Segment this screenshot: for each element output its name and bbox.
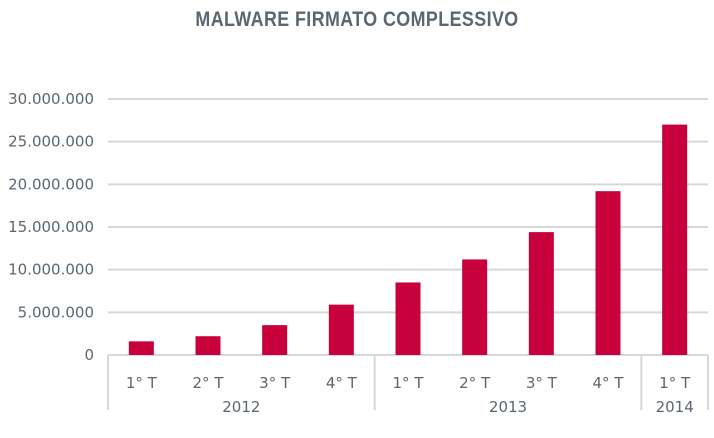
x-category-label: 3° T bbox=[259, 374, 291, 392]
y-tick-label: 5.000.000 bbox=[18, 303, 94, 321]
x-category-label: 3° T bbox=[526, 374, 558, 392]
y-tick-label: 0 bbox=[84, 346, 94, 364]
bar bbox=[595, 191, 621, 355]
y-tick-label: 20.000.000 bbox=[8, 175, 94, 193]
bar bbox=[462, 259, 488, 355]
chart-title: MALWARE FIRMATO COMPLESSIVO bbox=[195, 8, 519, 31]
bar bbox=[128, 341, 154, 355]
y-tick-label: 30.000.000 bbox=[8, 90, 94, 108]
x-group-label: 2012 bbox=[222, 398, 260, 416]
bar bbox=[262, 325, 288, 355]
bar bbox=[528, 232, 554, 355]
x-category-label: 2° T bbox=[459, 374, 491, 392]
x-category-label: 1° T bbox=[659, 374, 691, 392]
x-group-label: 2014 bbox=[656, 398, 694, 416]
x-category-label: 2° T bbox=[193, 374, 225, 392]
x-group-label: 2013 bbox=[489, 398, 527, 416]
x-category-label: 1° T bbox=[393, 374, 425, 392]
x-category-label: 4° T bbox=[326, 374, 358, 392]
x-category-label: 4° T bbox=[593, 374, 625, 392]
y-tick-label: 10.000.000 bbox=[8, 261, 94, 279]
x-category-label: 1° T bbox=[126, 374, 158, 392]
bar bbox=[662, 124, 688, 355]
y-tick-label: 15.000.000 bbox=[8, 218, 94, 236]
bar bbox=[328, 304, 354, 355]
y-tick-label: 25.000.000 bbox=[8, 133, 94, 151]
bar bbox=[395, 282, 421, 355]
bar bbox=[195, 336, 221, 355]
